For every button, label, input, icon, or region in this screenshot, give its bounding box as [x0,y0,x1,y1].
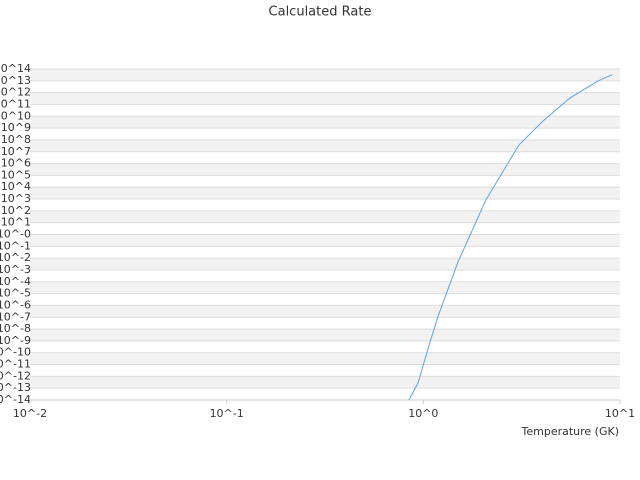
y-tick-label: 10^7 [1,145,31,158]
y-tick-label: 10^1 [1,216,31,229]
y-tick-label: 10^13 [0,74,31,87]
y-tick-label: 10^9 [1,121,31,134]
y-tick-label: 10^-12 [0,369,31,382]
grid-band [30,92,620,105]
y-tick-label: 10^-13 [0,381,31,394]
y-tick-label: 10^-9 [0,334,31,347]
y-tick-label: 10^-2 [0,251,31,264]
y-tick-label: 10^-14 [0,393,31,406]
grid-band [30,352,620,365]
grid-band [30,234,620,247]
grid-band [30,139,620,152]
y-tick-label: 10^-11 [0,358,31,371]
grid-band [30,163,620,176]
grid-band [30,376,620,389]
y-tick-label: 10^-1 [0,239,31,252]
y-tick-label: 10^2 [1,204,31,217]
y-tick-label: 10^5 [1,168,31,181]
chart-title: Calculated Rate [269,5,372,20]
y-tick-label: 10^-8 [0,322,31,335]
grid-band [30,305,620,318]
grid-band [30,281,620,294]
grid-band [30,210,620,223]
y-tick-label: 10^-6 [0,298,31,311]
y-tick-label: 10^-7 [0,310,31,323]
x-tick-label: 10^-1 [210,407,244,420]
grid-band [30,69,620,81]
y-tick-label: 10^-5 [0,287,31,300]
y-tick-label: 10^14 [0,62,31,75]
y-tick-label: 10^10 [0,109,31,122]
y-tick-label: 10^11 [0,97,31,110]
grid-band [30,258,620,270]
y-tick-label: 10^8 [1,133,31,146]
y-tick-label: 10^-4 [0,275,31,288]
line-series [408,74,613,401]
x-axis-label: Temperature (GK) [521,425,620,438]
x-tick-label: 10^0 [408,407,438,420]
grid-band [30,329,620,341]
y-tick-label: 10^3 [1,192,31,205]
y-tick-label: 10^12 [0,86,31,99]
y-tick-label: 10^-10 [0,346,31,359]
grid-band [30,116,620,129]
grid-band [30,187,620,200]
y-tick-label: 10^6 [1,157,31,170]
y-tick-label: 10^-3 [0,263,31,276]
x-tick-label: 10^1 [605,407,635,420]
y-tick-label: 10^4 [1,180,31,193]
y-tick-label: 10^-0 [0,228,31,241]
x-tick-label: 10^-2 [13,407,47,420]
